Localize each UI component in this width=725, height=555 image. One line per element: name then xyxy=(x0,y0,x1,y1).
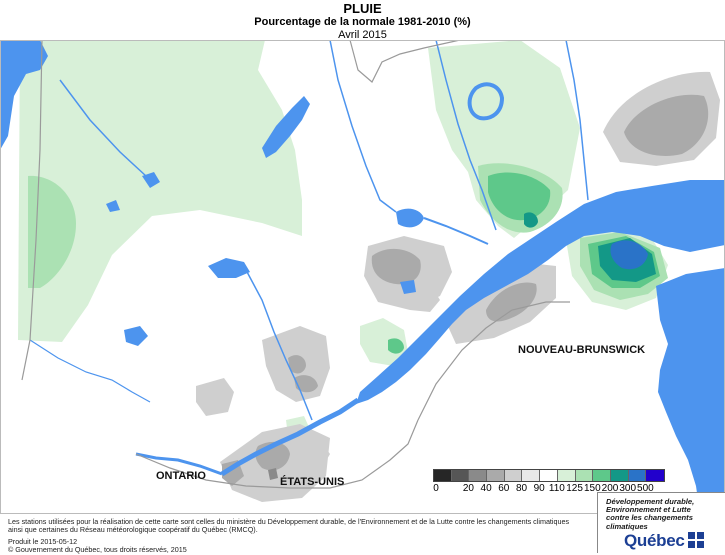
quebec-logo: Développement durable, Environnement et … xyxy=(597,492,725,553)
fleur-de-lis-flag-icon xyxy=(688,532,704,548)
river-west-1 xyxy=(59,79,147,177)
border-us xyxy=(135,419,419,489)
zone-125-150-central xyxy=(360,318,408,366)
river-north-1 xyxy=(329,40,397,213)
zone-80-90-outaouais xyxy=(196,378,234,416)
legend-swatch xyxy=(557,470,576,481)
river-north-3 xyxy=(565,40,589,201)
footer-source-line-1: Les stations utilisées pour la réalisati… xyxy=(8,517,570,526)
legend-tick-label: 0 xyxy=(433,483,439,494)
legend-tick-label: 60 xyxy=(498,483,510,494)
map-canvas xyxy=(0,40,725,514)
manicouagan-reservoir xyxy=(467,82,505,121)
legend-swatch xyxy=(504,470,523,481)
legend-tick-label: 20 xyxy=(462,483,474,494)
legend-swatch xyxy=(522,470,541,481)
legend-swatch xyxy=(434,470,452,481)
zone-200-300-north xyxy=(488,172,551,221)
legend-tick-label: 200 xyxy=(601,483,619,494)
zone-60-80-stlawrence-south xyxy=(486,282,537,322)
logo-quebec-name: Québec xyxy=(624,531,685,550)
logo-line-3: contre les changements xyxy=(606,513,693,523)
zone-60-80-laurentides xyxy=(288,355,306,374)
legend-swatch xyxy=(451,470,470,481)
legend-swatches xyxy=(433,469,665,482)
river-north-2 xyxy=(435,40,497,231)
map-subtitle: Pourcentage de la normale 1981-2010 (%) xyxy=(254,16,471,28)
zone-60-80-laurentides-2 xyxy=(294,375,318,393)
zone-150-200-west xyxy=(28,175,76,288)
lake-small-3 xyxy=(400,280,416,294)
lac-saint-jean xyxy=(396,208,424,228)
james-bay xyxy=(0,40,48,150)
footer-copyright: © Gouvernement du Québec, tous droits ré… xyxy=(8,545,187,555)
legend-swatch xyxy=(469,470,488,481)
lake-mistassini xyxy=(262,96,310,158)
legend-tick-label: 80 xyxy=(515,483,528,494)
legend: 0 20 40 60 80 90 110 125 150 200 300 500 xyxy=(433,469,665,496)
zone-60-80-center xyxy=(371,248,421,285)
river-west-2 xyxy=(29,339,151,403)
region-label-ontario: ONTARIO xyxy=(156,470,206,482)
legend-swatch xyxy=(575,470,594,481)
legend-tick-label: 500 xyxy=(637,483,654,494)
zone-40-60-south xyxy=(268,468,278,480)
legend-tick-label: 40 xyxy=(480,483,492,494)
region-label-etats-unis: ÉTATS-UNIS xyxy=(280,476,345,488)
zone-60-80-northeast xyxy=(624,94,709,156)
zone-300-500-north xyxy=(524,212,538,228)
lake-small-1 xyxy=(142,172,160,188)
precipitation-map: NOUVEAU-BRUNSWICK ONTARIO ÉTATS-UNIS 0 20… xyxy=(0,40,725,514)
zone-125-150-west xyxy=(18,40,302,342)
ottawa-river xyxy=(135,452,223,476)
border-labrador xyxy=(349,40,461,83)
legend-swatch xyxy=(593,470,611,481)
river-saint-maurice xyxy=(245,269,313,421)
legend-tick-label: 90 xyxy=(533,483,545,494)
legend-swatch xyxy=(628,470,647,481)
gulf-east-coast xyxy=(656,268,725,514)
legend-tick-label: 300 xyxy=(619,483,637,494)
legend-tick-label: 110 xyxy=(548,483,565,494)
reservoir-baskatong xyxy=(124,326,148,346)
zone-80-90-eastern-townships xyxy=(294,440,330,468)
footer-produced-date: Produit le 2015-05-12 xyxy=(8,536,78,546)
map-title: PLUIE xyxy=(343,1,382,16)
logo-line-2: Environnement et Lutte xyxy=(606,505,691,515)
lake-small-2 xyxy=(106,200,120,212)
st-lawrence-gulf xyxy=(356,180,725,404)
logo-ministry-text: Développement durable, Environnement et … xyxy=(606,497,695,531)
legend-swatch xyxy=(646,470,664,481)
footer-source-line-2: ainsi que certaines du Réseau météorolog… xyxy=(8,525,258,535)
region-label-nouveau-brunswick: NOUVEAU-BRUNSWICK xyxy=(518,344,646,356)
legend-swatch xyxy=(540,470,558,481)
footer: Les stations utilisées pour la réalisati… xyxy=(8,517,598,555)
zone-200-300-central xyxy=(388,338,404,354)
legend-tick-label: 125 xyxy=(566,483,583,494)
map-header: PLUIE Pourcentage de la normale 1981-201… xyxy=(0,0,725,42)
map-period: Avril 2015 xyxy=(338,29,387,41)
border-new-brunswick xyxy=(417,301,570,421)
river-saguenay xyxy=(423,217,489,245)
legend-swatch xyxy=(610,470,629,481)
legend-tick-label: 150 xyxy=(583,483,601,494)
legend-ticks: 0 20 40 60 80 90 110 125 150 200 300 500 xyxy=(433,482,665,496)
logo-line-4: climatiques xyxy=(606,521,648,531)
logo-line-1: Développement durable, xyxy=(606,497,695,506)
st-lawrence-river xyxy=(220,397,360,477)
zone-500-gaspe xyxy=(610,240,648,270)
reservoir-gouin xyxy=(208,258,250,278)
legend-swatch xyxy=(487,470,505,481)
border-ontario xyxy=(21,40,43,381)
